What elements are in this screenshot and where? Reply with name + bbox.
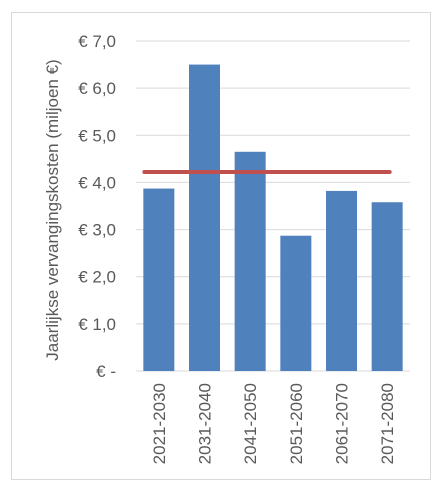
bar: [189, 64, 220, 372]
y-tick-label: € -: [96, 362, 116, 381]
x-tick-label: 2071-2080: [378, 383, 397, 464]
bar: [143, 188, 175, 371]
gridlines: [136, 40, 410, 372]
bar: [326, 190, 357, 371]
x-tick-label: 2041-2050: [241, 383, 260, 464]
y-tick-label: € 3,0: [78, 221, 116, 240]
y-axis-title: Jaarlijkse vervangingskosten (miljoen €): [43, 59, 62, 360]
x-tick-label: 2061-2070: [333, 383, 352, 464]
x-tick-label: 2031-2040: [196, 383, 215, 464]
y-tick-label: € 6,0: [78, 79, 116, 98]
bar: [280, 235, 312, 371]
chart-frame: [11, 12, 431, 480]
y-tick-label: € 4,0: [78, 173, 116, 192]
x-axis-ticks: 2021-2030 2031-2040 2041-2050 2051-2060 2061…: [150, 383, 397, 464]
bar: [234, 151, 266, 371]
x-tick-label: 2021-2030: [150, 383, 169, 464]
y-tick-label: € 7,0: [78, 32, 116, 51]
y-tick-label: € 2,0: [78, 268, 116, 287]
y-tick-label: € 1,0: [78, 315, 116, 334]
bars: [143, 64, 403, 372]
x-tick-label: 2051-2060: [287, 383, 306, 464]
y-axis-ticks: € - € 1,0 € 2,0 € 3,0 € 4,0 € 5,0 € 6,0 € 7,0: [78, 32, 116, 381]
y-tick-label: € 5,0: [78, 126, 116, 145]
bar: [371, 202, 403, 371]
